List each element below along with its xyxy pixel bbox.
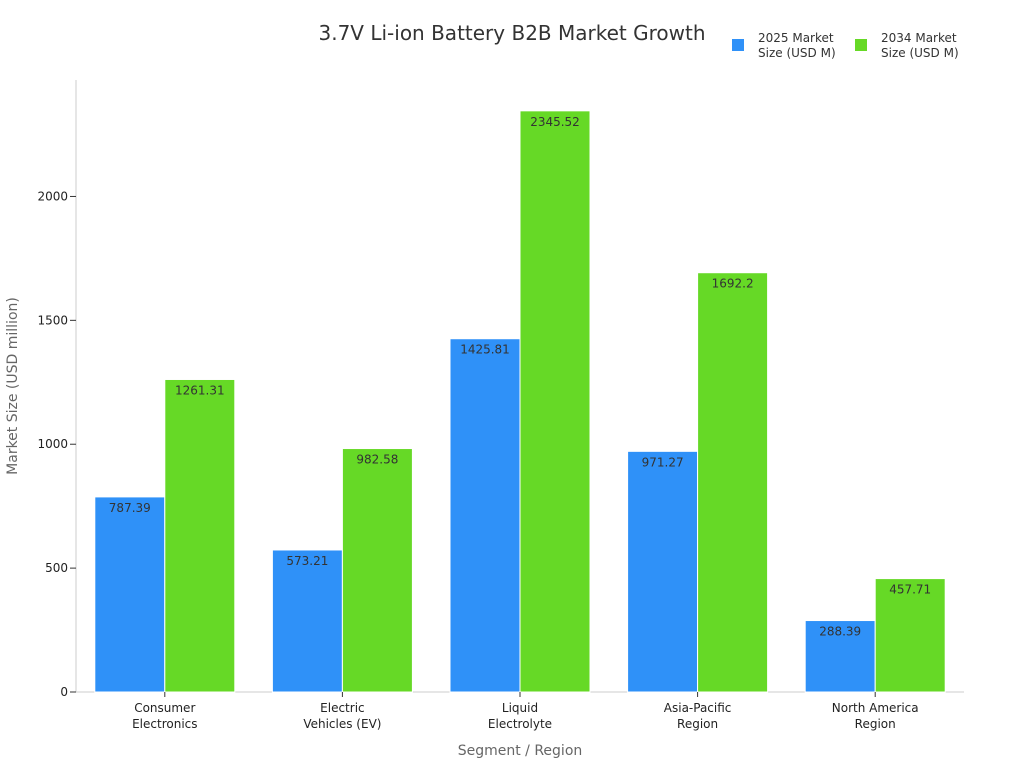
data-label: 457.71 — [889, 583, 931, 597]
x-tick-label-line: Asia-Pacific — [664, 701, 732, 715]
bar-2034-3 — [697, 272, 769, 693]
legend-label-line: 2025 Market — [758, 31, 834, 45]
legend-label-line: Size (USD M) — [881, 46, 959, 60]
x-tick-label-line: Electric — [320, 701, 364, 715]
x-tick-label: Electric Vehicles (EV) — [303, 701, 381, 731]
data-label: 787.39 — [109, 501, 151, 515]
data-label: 1425.81 — [460, 343, 510, 357]
bar-2034-1 — [341, 448, 413, 693]
bar-2025-2 — [449, 338, 521, 693]
x-tick-label-line: Consumer — [134, 701, 195, 715]
legend-swatch — [855, 39, 867, 51]
y-ticks: 0 500 1000 1500 2000 — [37, 189, 76, 699]
data-label: 2345.52 — [530, 115, 580, 129]
y-tick-label: 0 — [60, 685, 68, 699]
x-tick-label-line: Electronics — [132, 717, 197, 731]
x-tick-label: Liquid Electrolyte — [488, 701, 552, 731]
x-tick-label-line: Liquid — [502, 701, 538, 715]
bar-2025-4 — [804, 620, 876, 693]
legend-label-line: Size (USD M) — [758, 46, 836, 60]
x-tick-label-line: North America — [832, 701, 919, 715]
legend-label: 2025 Market Size (USD M) — [758, 31, 836, 60]
bar-2025-0 — [94, 496, 166, 693]
bar-2034-0 — [164, 378, 236, 693]
legend-label: 2034 Market Size (USD M) — [881, 31, 959, 60]
legend: 2025 Market Size (USD M)2034 Market Size (… — [732, 31, 959, 60]
y-tick-label: 1500 — [37, 313, 68, 327]
x-ticks: Consumer Electronics Electric Vehicles (EV)… — [132, 692, 919, 731]
x-tick-label-line: Region — [855, 717, 896, 731]
data-label: 573.21 — [286, 554, 328, 568]
data-label: 982.58 — [356, 453, 398, 467]
x-tick-label: Asia-Pacific Region — [664, 701, 732, 731]
bar-2025-1 — [271, 549, 343, 693]
y-tick-label: 2000 — [37, 189, 68, 203]
data-label: 1261.31 — [175, 383, 225, 397]
y-axis-title: Market Size (USD million) — [5, 297, 21, 475]
data-label: 1692.2 — [712, 277, 754, 291]
data-label: 288.39 — [819, 625, 861, 639]
legend-label-line: 2034 Market — [881, 31, 957, 45]
bar-2025-3 — [627, 450, 699, 693]
y-tick-label: 500 — [45, 561, 68, 575]
x-axis-title: Segment / Region — [458, 743, 583, 759]
bars — [94, 110, 946, 693]
legend-swatch — [732, 39, 744, 51]
data-label: 971.27 — [642, 455, 684, 469]
data-labels: 787.39 1261.31 573.21 982.58 1425.81 2345.52 9… — [109, 115, 931, 639]
x-tick-label-line: Vehicles (EV) — [303, 717, 381, 731]
chart-title: 3.7V Li-ion Battery B2B Market Growth — [319, 21, 706, 45]
x-tick-label-line: Region — [677, 717, 718, 731]
x-tick-label: North America Region — [832, 701, 919, 731]
x-tick-label-line: Electrolyte — [488, 717, 552, 731]
y-tick-label: 1000 — [37, 437, 68, 451]
bar-2034-2 — [519, 110, 591, 693]
bar-2034-4 — [874, 578, 946, 693]
x-tick-label: Consumer Electronics — [132, 701, 197, 731]
